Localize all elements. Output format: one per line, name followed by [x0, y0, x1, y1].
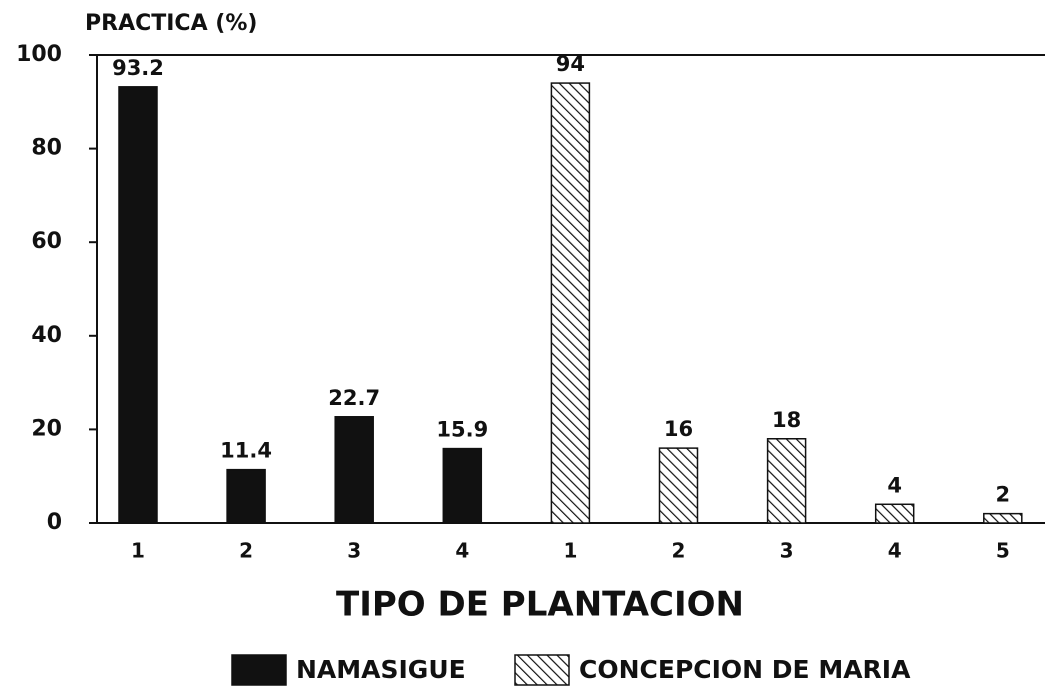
value-label: 94 [556, 52, 585, 76]
value-label: 2 [995, 483, 1010, 507]
bar [118, 86, 158, 524]
legend-label: CONCEPCION DE MARIA [579, 655, 911, 684]
x-tick-label: 2 [672, 539, 686, 563]
bar [658, 447, 699, 524]
bar [226, 468, 266, 524]
legend-label: NAMASIGUE [296, 655, 466, 684]
x-tick-label: 2 [239, 539, 253, 563]
legend-swatch [231, 654, 287, 686]
x-tick-label: 4 [455, 539, 469, 563]
bar [874, 503, 915, 524]
legend-swatch [514, 654, 570, 686]
x-tick-label: 4 [888, 539, 902, 563]
y-tick-label: 0 [47, 510, 62, 535]
value-label: 4 [887, 473, 902, 497]
y-tick-label: 80 [31, 136, 62, 161]
value-label: 22.7 [328, 386, 380, 410]
value-label: 15.9 [436, 418, 488, 442]
chart-title: PRACTICA (%) [85, 11, 257, 36]
value-label: 16 [664, 417, 693, 441]
value-label: 93.2 [112, 56, 164, 80]
y-tick-label: 40 [31, 323, 62, 348]
y-tick-label: 60 [31, 229, 62, 254]
x-tick-label: 1 [131, 539, 145, 563]
value-label: 18 [772, 408, 801, 432]
x-axis-label: TIPO DE PLANTACION [336, 585, 744, 625]
bar [766, 438, 807, 524]
value-label: 11.4 [220, 439, 272, 463]
x-tick-label: 5 [996, 539, 1010, 563]
x-tick-label: 3 [780, 539, 794, 563]
bar [442, 447, 483, 524]
y-tick-label: 20 [31, 416, 62, 441]
bar [983, 512, 1023, 524]
x-tick-label: 1 [563, 539, 577, 563]
x-tick-label: 3 [347, 539, 361, 563]
bar [550, 82, 591, 524]
y-tick-label: 100 [16, 42, 62, 67]
bar [334, 416, 374, 524]
